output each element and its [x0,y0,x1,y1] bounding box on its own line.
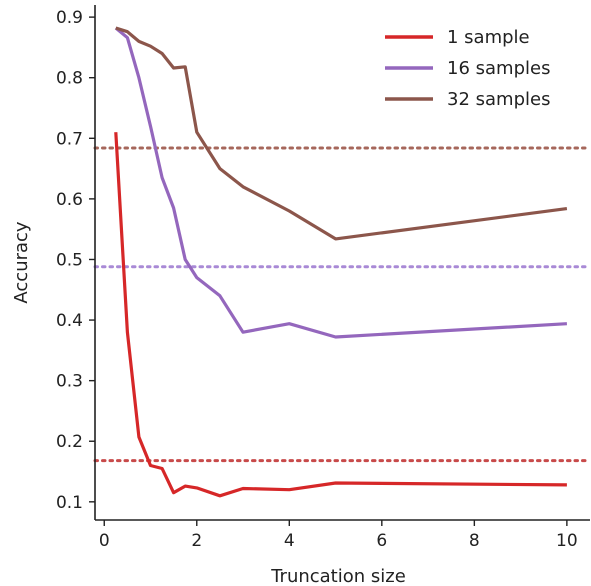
legend-label-1: 1 sample [447,27,530,48]
reference-lines [93,146,591,463]
legend: 1 sample 16 samples 32 samples [385,27,550,110]
legend-label-3: 32 samples [447,89,550,110]
series-line-3 [115,26,568,241]
series-line-2 [114,26,567,339]
series-line-1 [114,132,567,498]
y-axis-label: Accuracy [11,221,32,304]
y-tick-label: 0.3 [56,372,83,392]
y-tick-label: 0.9 [56,8,83,28]
y-tick-label: 0.6 [56,190,83,210]
x-tick-label: 6 [376,531,387,551]
x-tick-label: 8 [469,531,480,551]
x-tick-label: 10 [556,531,578,551]
legend-label-2: 16 samples [447,58,550,79]
x-tick-label: 4 [284,531,295,551]
y-tick-label: 0.4 [56,311,83,331]
x-tick-label: 0 [99,531,110,551]
series-lines [114,26,568,498]
axes: 0 2 4 6 8 10 0.1 0.2 0.3 0.4 0.5 0.6 0.7 0.8 0.9 Trunca… [11,5,590,586]
y-tick-label: 0.5 [56,250,83,270]
y-tick-label: 0.8 [56,69,83,89]
x-axis-label: Truncation size [270,566,406,586]
y-tick-label: 0.7 [56,129,83,149]
x-tick-label: 2 [191,531,202,551]
y-tick-label: 0.2 [56,432,83,452]
y-tick-label: 0.1 [56,493,83,513]
